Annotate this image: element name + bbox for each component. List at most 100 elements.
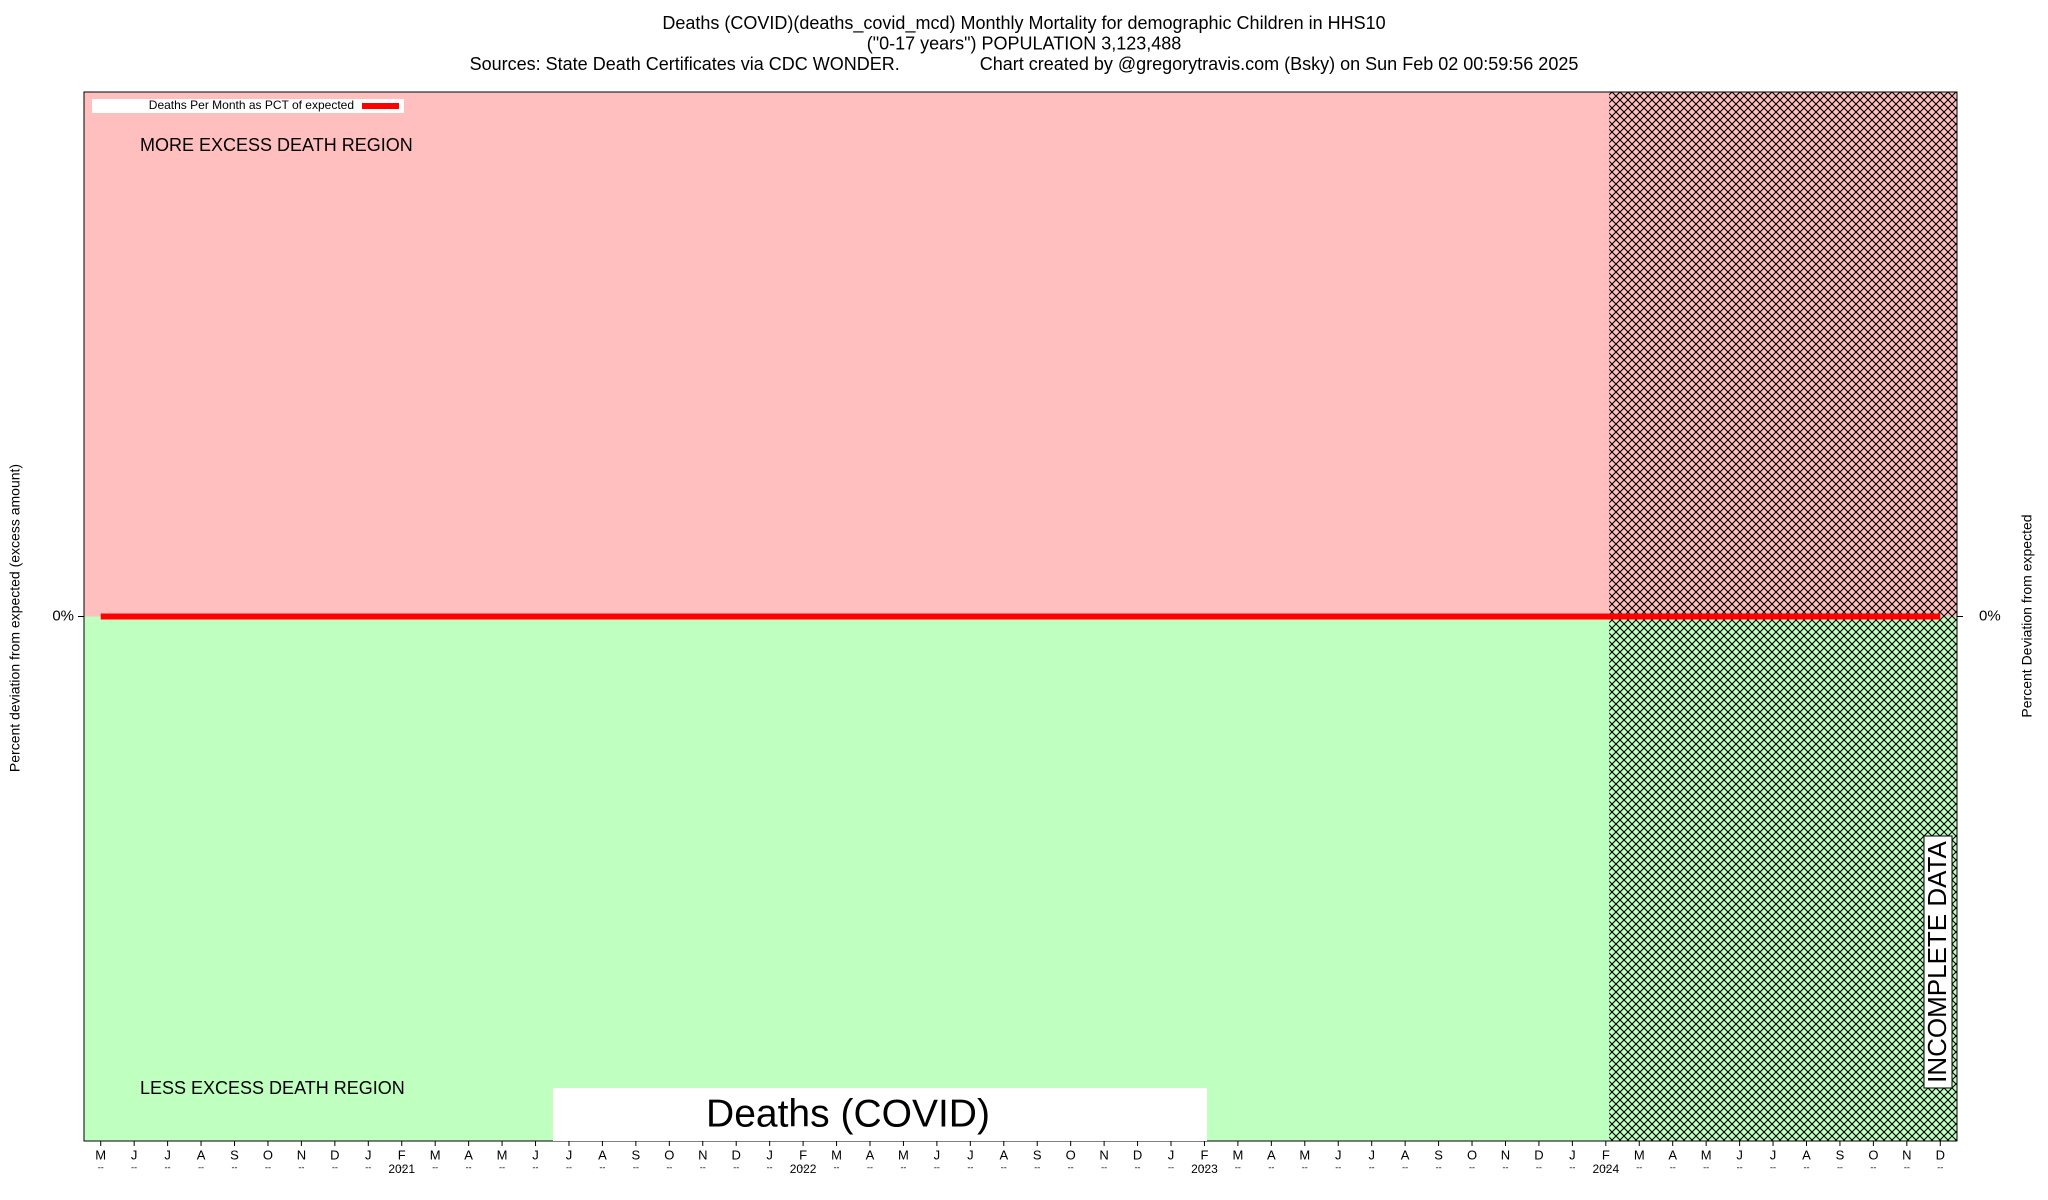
x-tick-label: O [664,1147,674,1162]
x-tick-sublabel: -- [198,1162,204,1172]
x-tick-label: S [230,1147,239,1162]
measure-box [553,1088,1207,1141]
x-tick-sublabel: -- [399,1162,405,1172]
x-tick-label: M [1299,1147,1310,1162]
x-tick-sublabel: -- [1101,1162,1107,1172]
x-tick-label: A [1802,1147,1811,1162]
x-tick-label: A [197,1147,206,1162]
x-tick-label: M [1232,1147,1243,1162]
y-axis-label: Percent deviation from expected (excess … [7,464,23,772]
x-tick-label: N [1501,1147,1510,1162]
x-tick-label: N [698,1147,707,1162]
x-tick-label: A [464,1147,473,1162]
x-tick-label: M [1634,1147,1645,1162]
x-year-label: 2023 [1191,1162,1218,1176]
x-tick-label: N [1902,1147,1911,1162]
x-tick-label: J [1368,1147,1375,1162]
x-tick-sublabel: -- [1402,1162,1408,1172]
x-tick-sublabel: -- [1268,1162,1274,1172]
x-year-label: 2022 [790,1162,817,1176]
x-tick-label: A [598,1147,607,1162]
x-tick-sublabel: -- [834,1162,840,1172]
x-tick-sublabel: -- [1135,1162,1141,1172]
x-tick-sublabel: -- [98,1162,104,1172]
chart-title: Deaths (COVID)(deaths_covid_mcd) Monthly… [662,13,1385,34]
x-tick-label: N [1099,1147,1108,1162]
x-tick-sublabel: -- [1904,1162,1910,1172]
x-tick-sublabel: -- [432,1162,438,1172]
x-tick-sublabel: -- [1536,1162,1542,1172]
x-tick-label: A [1267,1147,1276,1162]
x-tick-sublabel: -- [298,1162,304,1172]
x-tick-sublabel: -- [165,1162,171,1172]
x-tick-label: J [1335,1147,1342,1162]
x-tick-sublabel: -- [1870,1162,1876,1172]
x-year-label: 2024 [1592,1162,1619,1176]
x-tick-sublabel: -- [1001,1162,1007,1172]
x-tick-label: D [732,1147,741,1162]
x-tick-sublabel: -- [1502,1162,1508,1172]
x-tick-label: J [1770,1147,1777,1162]
x-tick-label: F [1602,1147,1610,1162]
y2-tick-label: 0% [1979,607,2001,624]
x-tick-sublabel: -- [1603,1162,1609,1172]
x-tick-label: M [95,1147,106,1162]
x-tick-sublabel: -- [934,1162,940,1172]
x-tick-sublabel: -- [1168,1162,1174,1172]
x-tick-label: J [967,1147,974,1162]
x-tick-label: F [799,1147,807,1162]
x-tick-sublabel: -- [1937,1162,1943,1172]
x-year-label: 2021 [388,1162,415,1176]
x-tick-sublabel: -- [1436,1162,1442,1172]
x-tick-sublabel: -- [1569,1162,1575,1172]
x-tick-sublabel: -- [1636,1162,1642,1172]
legend-box [92,99,404,113]
x-tick-label: M [430,1147,441,1162]
x-tick-label: J [365,1147,372,1162]
x-tick-label: D [1133,1147,1142,1162]
x-tick-sublabel: -- [1670,1162,1676,1172]
x-tick-label: J [566,1147,573,1162]
x-tick-label: D [1936,1147,1945,1162]
x-tick-label: N [297,1147,306,1162]
x-tick-sublabel: -- [1803,1162,1809,1172]
x-tick-sublabel: -- [633,1162,639,1172]
x-tick-sublabel: -- [1469,1162,1475,1172]
incomplete-label: INCOMPLETE DATA [1922,840,1952,1082]
chart-title: ("0-17 years") POPULATION 3,123,488 [867,33,1182,53]
y-tick-label: 0% [52,607,74,624]
x-tick-label: A [999,1147,1008,1162]
x-tick-label: J [766,1147,773,1162]
x-tick-sublabel: -- [1235,1162,1241,1172]
x-tick-label: D [330,1147,339,1162]
x-tick-sublabel: -- [499,1162,505,1172]
x-tick-label: O [1868,1147,1878,1162]
x-tick-label: O [263,1147,273,1162]
x-tick-sublabel: -- [566,1162,572,1172]
x-tick-sublabel: -- [800,1162,806,1172]
x-tick-sublabel: -- [332,1162,338,1172]
x-tick-sublabel: -- [1770,1162,1776,1172]
x-tick-sublabel: -- [1369,1162,1375,1172]
x-tick-sublabel: -- [1034,1162,1040,1172]
x-tick-label: O [1066,1147,1076,1162]
x-tick-sublabel: -- [1302,1162,1308,1172]
x-tick-sublabel: -- [733,1162,739,1172]
x-tick-sublabel: -- [533,1162,539,1172]
x-tick-label: M [898,1147,909,1162]
x-tick-label: A [866,1147,875,1162]
lower-region-label: LESS EXCESS DEATH REGION [140,1078,405,1098]
x-tick-label: A [1401,1147,1410,1162]
x-tick-sublabel: -- [900,1162,906,1172]
x-tick-label: M [831,1147,842,1162]
x-tick-sublabel: -- [131,1162,137,1172]
x-tick-label: S [1033,1147,1042,1162]
x-tick-label: O [1467,1147,1477,1162]
x-tick-label: J [1569,1147,1576,1162]
x-tick-label: A [1668,1147,1677,1162]
x-tick-label: F [1200,1147,1208,1162]
x-tick-sublabel: -- [1068,1162,1074,1172]
x-tick-sublabel: -- [1837,1162,1843,1172]
x-tick-sublabel: -- [466,1162,472,1172]
x-tick-sublabel: -- [599,1162,605,1172]
